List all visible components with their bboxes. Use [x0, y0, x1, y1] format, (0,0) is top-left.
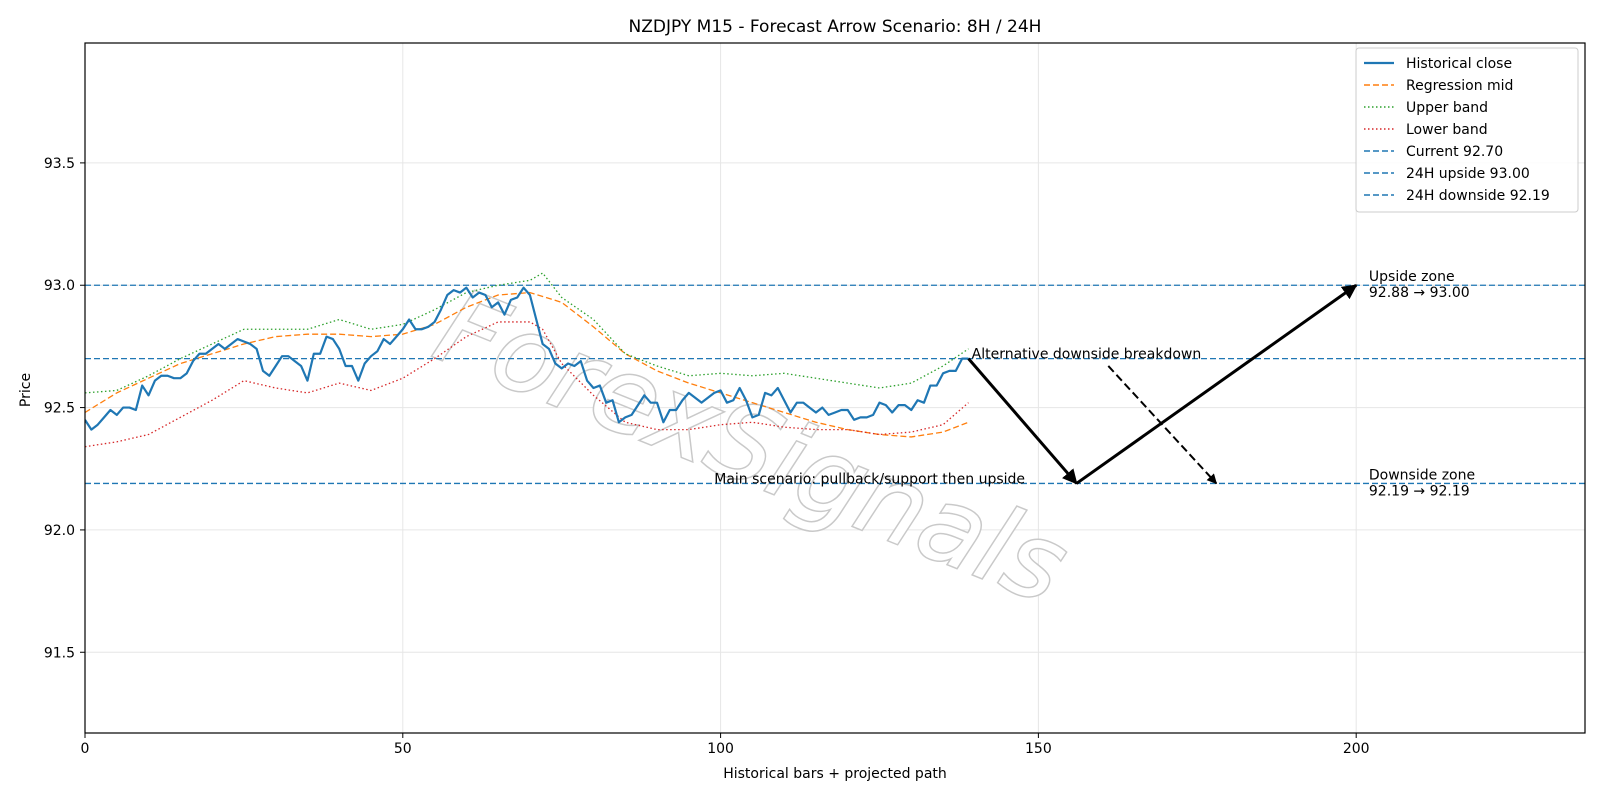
y-tick-label: 92.0: [44, 523, 75, 539]
watermark-text: ForexSignals: [421, 265, 1084, 627]
y-tick-label: 91.5: [44, 645, 75, 661]
downside-zone-range: 92.19 → 92.19: [1369, 483, 1470, 499]
x-axis-ticks: 0 50 100 150 200: [81, 733, 1370, 757]
legend-label: 24H downside 92.19: [1406, 188, 1550, 204]
y-tick-label: 93.5: [44, 156, 75, 172]
y-axis-ticks: 91.5 92.0 92.5 93.0 93.5: [44, 156, 85, 661]
x-tick-label: 200: [1343, 741, 1370, 757]
y-axis-label: Price: [18, 373, 34, 407]
main-scenario-arrow: [1075, 284, 1358, 485]
price-series: [85, 272, 969, 448]
legend-label: Lower band: [1406, 122, 1488, 138]
main-scenario-label: Main scenario: pullback/support then ups…: [714, 471, 1025, 487]
plot-frame: [84, 42, 1586, 734]
legend-box: [1355, 47, 1579, 213]
x-axis-label: Historical bars + projected path: [723, 766, 947, 782]
y-tick-label: 93.0: [44, 278, 75, 294]
legend-label: Current 92.70: [1406, 144, 1503, 160]
y-tick-label: 92.5: [44, 401, 75, 417]
annotations: Alternative downside breakdown Main scena…: [714, 269, 1475, 499]
series-line: [85, 291, 969, 438]
legend-label: Historical close: [1406, 56, 1512, 72]
upside-zone-label: Upside zone: [1369, 269, 1455, 285]
alternative-scenario-arrow: [1107, 365, 1218, 485]
legend-label: 24H upside 93.00: [1406, 166, 1530, 182]
legend-label: Upper band: [1406, 100, 1488, 116]
x-tick-label: 100: [707, 741, 734, 757]
legend-label: Regression mid: [1406, 78, 1513, 94]
scenario-arrows: [967, 284, 1358, 485]
upside-zone-range: 92.88 → 93.00: [1369, 285, 1470, 301]
watermark: ForexSignals: [419, 264, 1085, 629]
horizontal-levels: [85, 284, 1585, 485]
main-scenario-arrow: [967, 357, 1078, 485]
chart-title: NZDJPY M15 - Forecast Arrow Scenario: 8H…: [629, 17, 1042, 37]
series-line: [85, 286, 969, 431]
x-tick-label: 0: [81, 741, 90, 757]
x-tick-label: 150: [1025, 741, 1052, 757]
series-line: [85, 321, 969, 448]
x-tick-label: 50: [394, 741, 412, 757]
legend: Historical close Regression mid Upper band…: [1355, 47, 1579, 213]
alternative-scenario-label: Alternative downside breakdown: [972, 347, 1202, 363]
downside-zone-label: Downside zone: [1369, 467, 1475, 483]
